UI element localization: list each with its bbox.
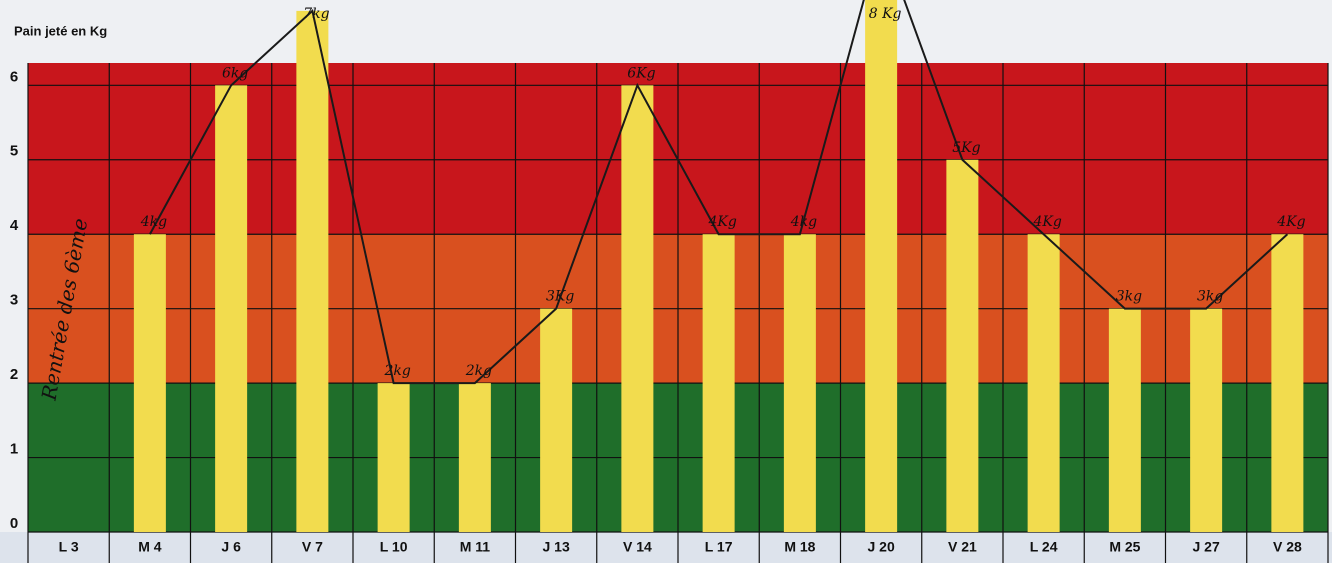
y-tick-label: 3 [10,292,18,309]
value-label: 6Kg [627,65,655,81]
value-label: 3kg [1116,289,1142,305]
value-label: 8 Kg [869,6,902,22]
x-tick-label: M 25 [1109,539,1140,555]
value-label: 7kg [303,6,329,22]
x-tick-label: V 28 [1273,539,1302,555]
x-tick-label: J 6 [221,539,241,555]
y-tick-label: 1 [10,441,18,458]
x-tick-label: L 10 [380,539,408,555]
trend-line [148,0,1289,385]
x-tick-label: J 27 [1193,539,1220,555]
value-label: 2kg [465,363,492,379]
bar [1027,234,1060,532]
y-tick-label: 5 [10,143,18,160]
x-tick-label: L 17 [705,539,733,555]
bar [540,308,573,532]
value-label: 4kg [790,214,817,230]
value-label: 4kg [140,214,167,230]
bar [1271,234,1304,532]
x-strip [0,532,1332,563]
y-tick-label: 0 [10,515,18,532]
bar [133,234,166,532]
bar [946,159,979,532]
bar [783,234,816,532]
y-tick-label: 4 [10,217,19,234]
x-tick-label: L 24 [1030,539,1058,555]
x-tick-label: L 3 [59,539,79,555]
bar [296,10,329,532]
value-label: 3Kg [546,289,574,305]
x-tick-label: M 18 [784,539,815,555]
value-label: 4Kg [707,214,736,230]
bar [621,85,654,532]
x-tick-label: V 14 [623,539,652,555]
x-tick-label: M 4 [138,539,162,555]
x-tick-label: J 13 [543,539,570,555]
bar [377,383,410,532]
value-label: 3kg [1197,289,1223,305]
value-label: 5Kg [952,140,980,156]
value-label: 4Kg [1032,214,1061,230]
bar [865,0,898,532]
value-label: 6kg [222,65,248,81]
bar [215,85,248,532]
x-tick-label: J 20 [868,539,895,555]
bar [458,383,491,532]
x-tick-label: V 7 [302,539,323,555]
x-tick-label: M 11 [460,539,491,555]
y-axis-label: Pain jeté en Kg [14,23,107,38]
value-label: 2kg [383,363,410,379]
value-label: 4Kg [1276,214,1305,230]
y-tick-label: 6 [10,68,18,85]
x-tick-label: V 21 [948,539,977,555]
bar [1190,308,1223,532]
bar [702,234,735,532]
y-tick-label: 2 [10,366,18,383]
bar [1108,308,1141,532]
